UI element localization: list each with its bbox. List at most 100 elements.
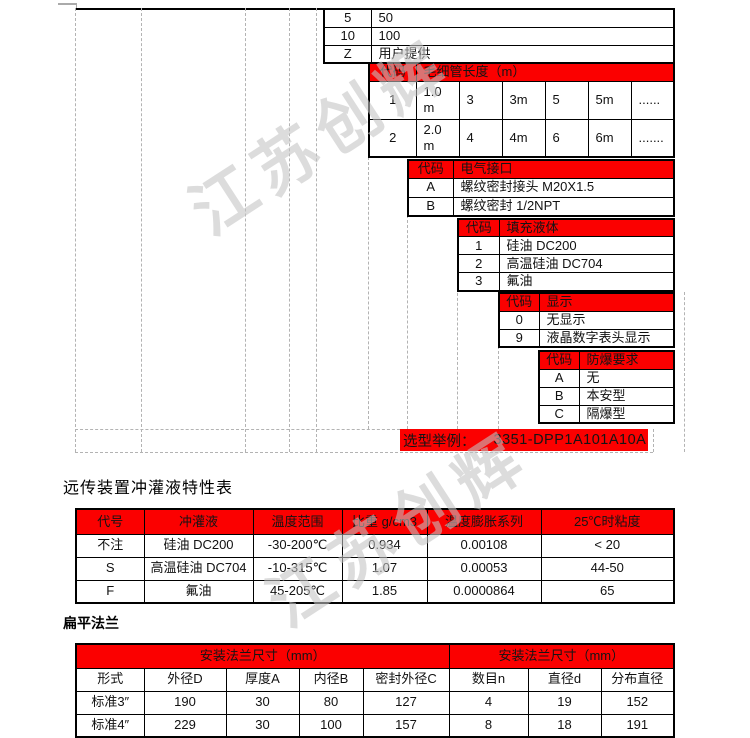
table-cell: 152: [600, 690, 675, 715]
fluid-section-title: 远传装置冲灌液特性表: [63, 480, 234, 497]
table-row: 1 1.0 m 3 3m 5 5m ......: [368, 80, 675, 120]
table-header-row: 代码 填充液体: [457, 218, 675, 238]
table-row: Z 用户提供: [323, 44, 675, 64]
table-row: S 高温硅油 DC704 -10-315℃ 1.07 0.00053 44-50: [75, 556, 675, 581]
column-header: 温度范围: [252, 508, 343, 535]
sheet-gridline: [368, 157, 369, 429]
flange-section-title: 扁平法兰: [63, 615, 119, 631]
sheet-gridline: [653, 429, 654, 452]
table-cell: -10-315℃: [252, 556, 343, 581]
value-cell: 本安型: [578, 386, 675, 406]
value-cell: 无显示: [538, 310, 675, 330]
value-cell: 液晶数字表头显示: [538, 328, 675, 348]
code-cell: C: [538, 404, 580, 424]
table-cell: 191: [600, 713, 675, 738]
code-cell: 10: [323, 26, 372, 46]
sheet-gridline: [75, 429, 400, 430]
value-cell: 4: [458, 118, 503, 158]
value-cell: 硅油 DC200: [498, 236, 675, 256]
column-header: 形式: [75, 667, 145, 692]
table-header-row: 代码 防爆要求: [538, 350, 675, 370]
column-header: 毛细管长度（m）: [415, 62, 675, 82]
value-cell: 5: [544, 80, 589, 120]
code-cell: B: [538, 386, 580, 406]
sheet-gridline: [316, 8, 317, 452]
table-header-row: 代码 显示: [498, 292, 675, 312]
table-cell: 8: [448, 713, 529, 738]
column-header: 代码: [457, 218, 500, 238]
value-cell: 螺纹密封 1/2NPT: [452, 196, 675, 217]
column-header: 直径d: [527, 667, 602, 692]
value-cell: 无: [578, 368, 675, 388]
sheet-gridline: [684, 292, 685, 452]
table-row: 10 100: [323, 26, 675, 46]
table-row: B 螺纹密封 1/2NPT: [407, 196, 675, 217]
code-cell: B: [407, 196, 454, 217]
table-cell: 硅油 DC200: [143, 533, 254, 558]
table-row: 3 氟油: [457, 272, 675, 291]
table-cell: 1.85: [341, 579, 428, 604]
value-cell: 高温硅油 DC704: [498, 254, 675, 274]
table-cell: 氟油: [143, 579, 254, 604]
table-row: 不注 硅油 DC200 -30-200℃ 0.934 0.00108 < 20: [75, 533, 675, 558]
column-header: 25℃时粘度: [540, 508, 675, 535]
sheet-gridline: [498, 346, 499, 429]
display-table: 代码 显示 0 无显示 9 液晶数字表头显示: [498, 292, 675, 348]
column-header: 显示: [538, 292, 675, 312]
column-header: 填充液体: [498, 218, 675, 238]
value-cell: 3m: [501, 80, 546, 120]
value-cell: 100: [370, 26, 675, 46]
value-cell: 6: [544, 118, 589, 158]
value-cell: 2.0 m: [415, 118, 460, 158]
table-group-header-row: 安装法兰尺寸（mm） 安装法兰尺寸（mm）: [75, 643, 675, 669]
table-cell: S: [75, 556, 145, 581]
table-row: 1 硅油 DC200: [457, 236, 675, 256]
table-cell: 不注: [75, 533, 145, 558]
capillary-length-table: 代码 毛细管长度（m） 1 1.0 m 3 3m 5 5m ...... 2 2…: [368, 62, 676, 158]
table-cell: 0.00053: [426, 556, 542, 581]
table-cell: 127: [362, 690, 450, 715]
table-cell: 标准3″: [75, 690, 145, 715]
table-cell: 45-205℃: [252, 579, 343, 604]
table-cell: 标准4″: [75, 713, 145, 738]
table-cell: 44-50: [540, 556, 675, 581]
column-header: 比重 g/cm3: [341, 508, 428, 535]
code-cell: 9: [498, 328, 540, 348]
value-cell: 用户提供: [370, 44, 675, 64]
column-header: 代码: [498, 292, 540, 312]
table-row: C 隔爆型: [538, 404, 675, 424]
column-header: 代号: [75, 508, 145, 535]
sheet-top-border: [75, 8, 325, 10]
column-header: 冲灌液: [143, 508, 254, 535]
range-code-table: 5 50 10 100 Z 用户提供: [323, 8, 675, 64]
sheet-gridline: [407, 215, 408, 429]
table-cell: 0.0000864: [426, 579, 542, 604]
fluid-characteristics-table: 代号 冲灌液 温度范围 比重 g/cm3 温度膨胀系列 25℃时粘度 不注 硅油…: [75, 508, 675, 604]
sheet-gridline: [75, 452, 653, 453]
selection-example-value: 3351-DPP1A101A10A: [493, 432, 647, 448]
column-header: 防爆要求: [578, 350, 675, 370]
table-cell: 80: [298, 690, 364, 715]
column-header: 内径B: [298, 667, 364, 692]
column-header: 代码: [368, 62, 417, 82]
table-cell: 190: [143, 690, 227, 715]
column-header: 分布直径: [600, 667, 675, 692]
code-cell: 1: [368, 80, 417, 120]
sheet-gridline: [75, 8, 76, 452]
sheet-gridline: [289, 8, 290, 452]
table-cell: 0.00108: [426, 533, 542, 558]
table-cell: 65: [540, 579, 675, 604]
column-header: 温度膨胀系列: [426, 508, 542, 535]
code-cell: 5: [323, 8, 372, 28]
code-cell: A: [538, 368, 580, 388]
table-cell: 30: [225, 690, 300, 715]
column-header: 外径D: [143, 667, 227, 692]
flange-dimensions-table: 安装法兰尺寸（mm） 安装法兰尺寸（mm） 形式 外径D 厚度A 内径B 密封外…: [75, 643, 676, 738]
explosion-proof-table: 代码 防爆要求 A 无 B 本安型 C 隔爆型: [538, 350, 675, 424]
value-cell: 1.0 m: [415, 80, 460, 120]
code-cell: A: [407, 177, 454, 198]
column-header: 电气接口: [452, 159, 675, 179]
value-cell: .......: [630, 118, 675, 158]
table-row: 2 高温硅油 DC704: [457, 254, 675, 274]
sheet-gridline: [457, 288, 458, 429]
